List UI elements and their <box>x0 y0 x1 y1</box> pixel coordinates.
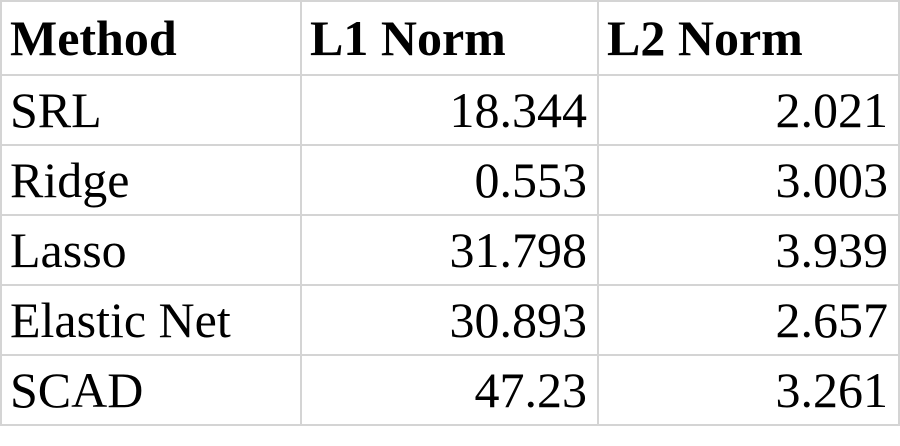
header-method: Method <box>0 0 302 76</box>
l1-norm-cell: 30.893 <box>300 284 599 356</box>
l1-norm-cell: 31.798 <box>300 214 599 286</box>
l2-norm-cell: 3.261 <box>597 354 900 426</box>
method-cell: Ridge <box>0 144 302 216</box>
l2-norm-cell: 2.657 <box>597 284 900 356</box>
table-row: Ridge 0.553 3.003 <box>0 144 900 216</box>
method-cell: SRL <box>0 74 302 146</box>
table-row: SCAD 47.23 3.261 <box>0 354 900 426</box>
table-row: SRL 18.344 2.021 <box>0 74 900 146</box>
l1-norm-cell: 47.23 <box>300 354 599 426</box>
l2-norm-cell: 3.939 <box>597 214 900 286</box>
method-cell: Elastic Net <box>0 284 302 356</box>
table-row: Lasso 31.798 3.939 <box>0 214 900 286</box>
header-l1-norm: L1 Norm <box>300 0 599 76</box>
l2-norm-cell: 3.003 <box>597 144 900 216</box>
l2-norm-cell: 2.021 <box>597 74 900 146</box>
method-cell: Lasso <box>0 214 302 286</box>
results-table: Method L1 Norm L2 Norm SRL 18.344 2.021 … <box>0 0 900 426</box>
l1-norm-cell: 0.553 <box>300 144 599 216</box>
table-row: Elastic Net 30.893 2.657 <box>0 284 900 356</box>
l1-norm-cell: 18.344 <box>300 74 599 146</box>
header-l2-norm: L2 Norm <box>597 0 900 76</box>
method-cell: SCAD <box>0 354 302 426</box>
table-header-row: Method L1 Norm L2 Norm <box>0 0 900 76</box>
